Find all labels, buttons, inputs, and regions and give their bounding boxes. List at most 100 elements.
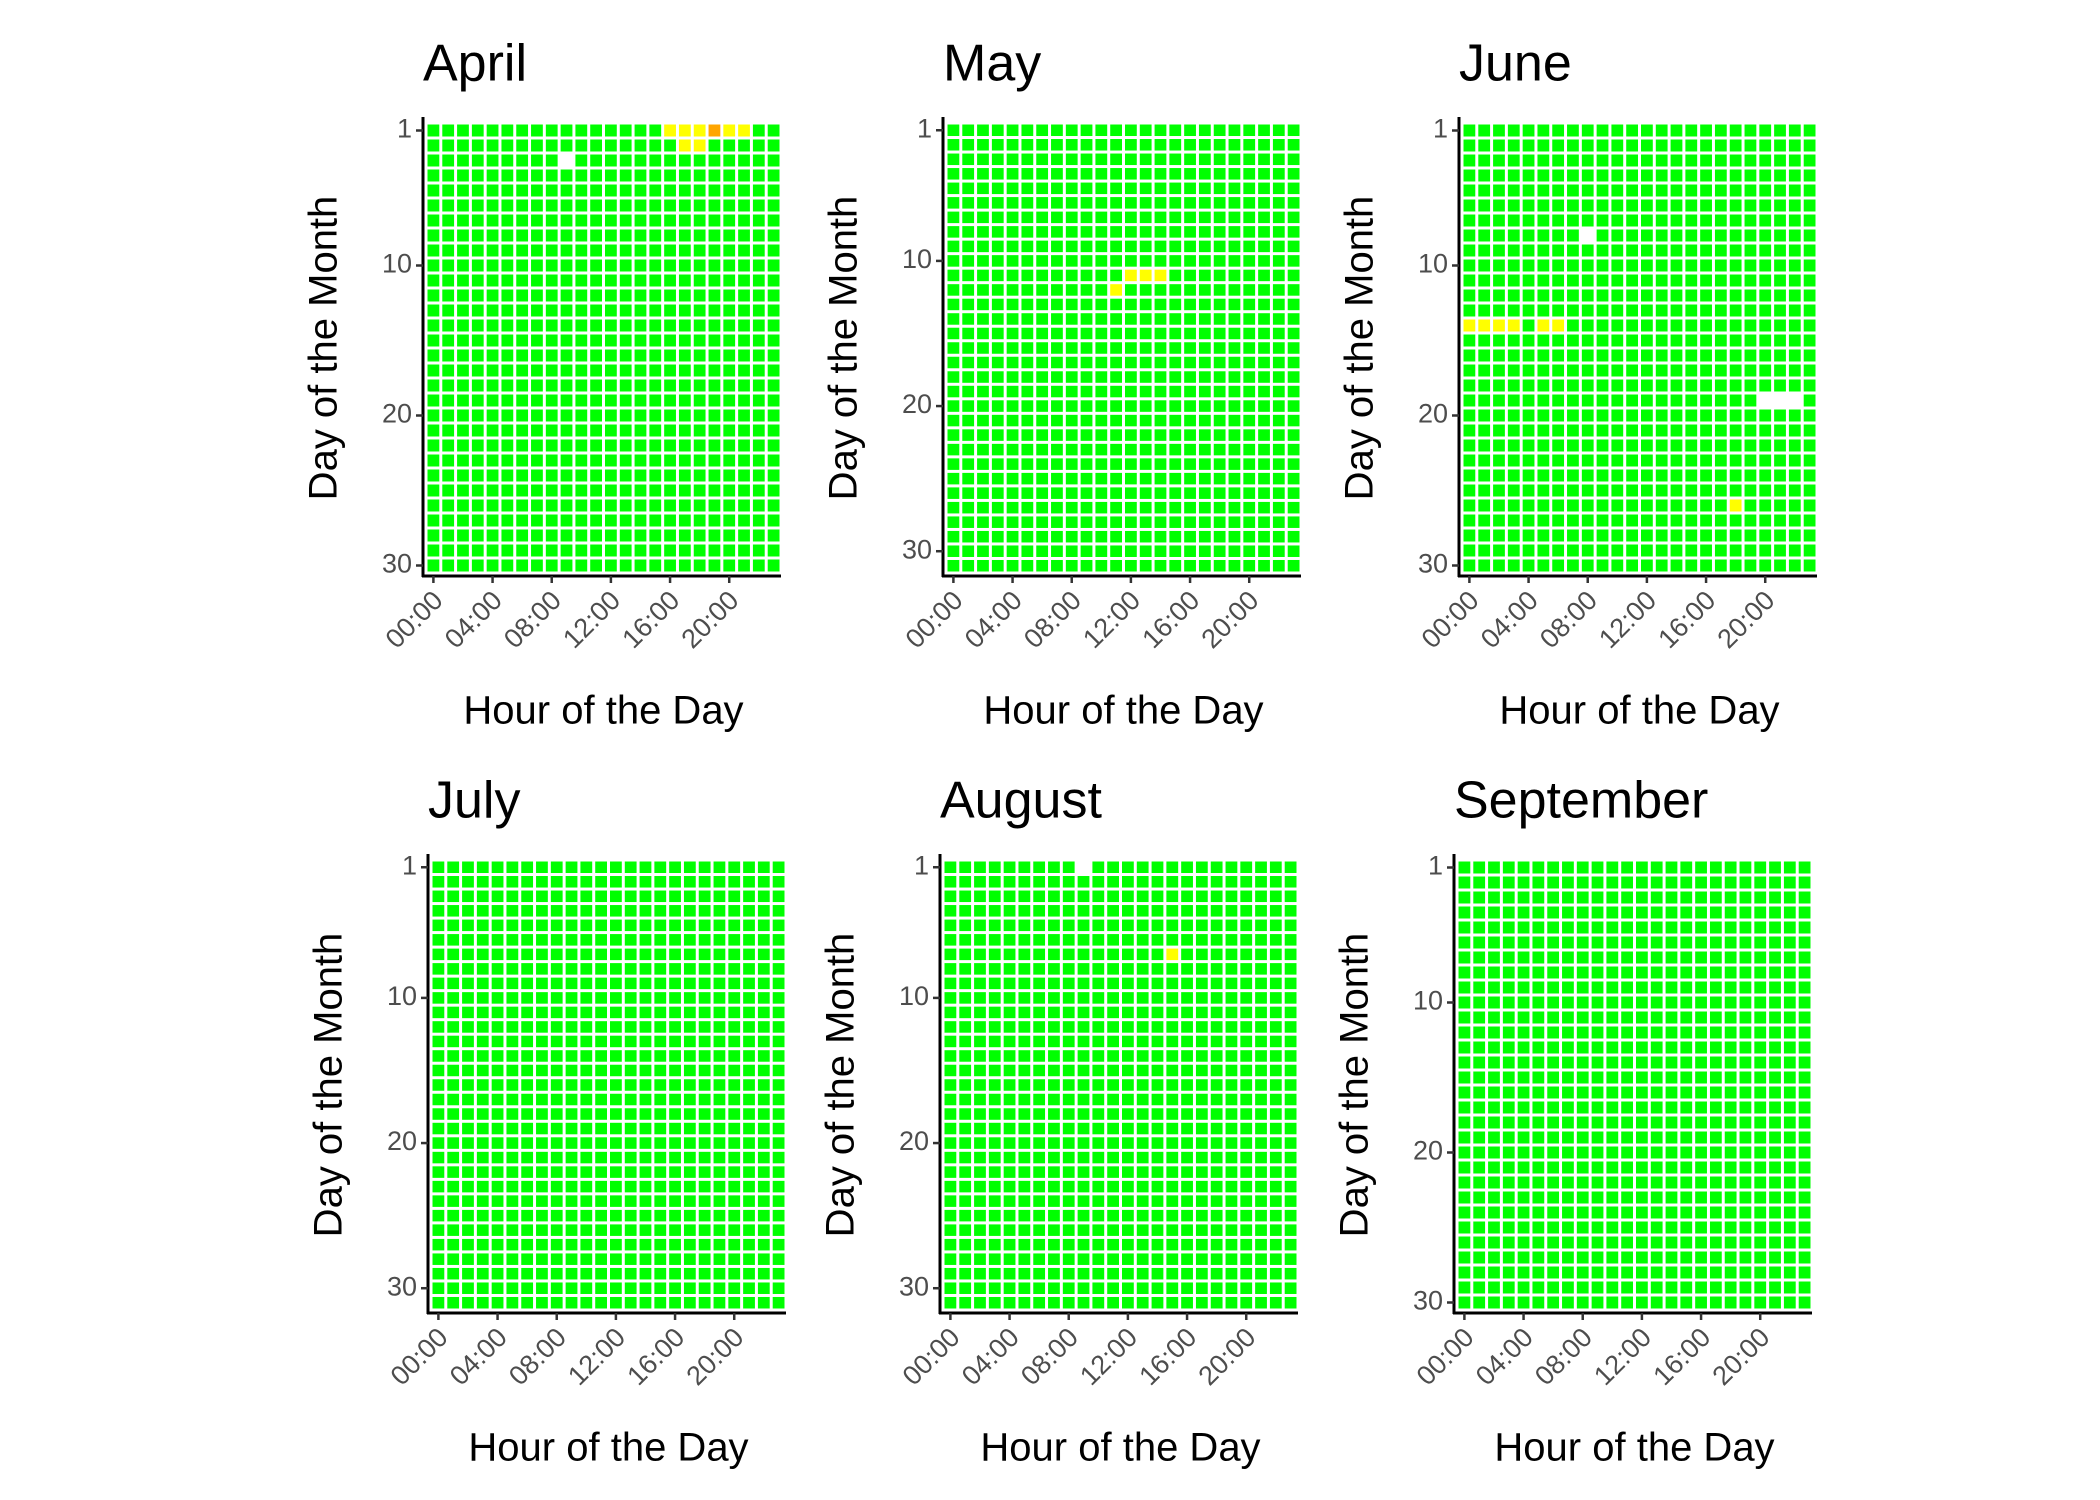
cell (1488, 1131, 1500, 1144)
cell (669, 919, 681, 932)
cell (1125, 342, 1137, 354)
cell (447, 1238, 460, 1251)
cell (1213, 414, 1226, 427)
cell (491, 905, 504, 917)
cell (1655, 319, 1668, 332)
cell (1110, 530, 1122, 543)
cell (649, 529, 662, 542)
cell (486, 454, 499, 467)
cell (1243, 327, 1256, 340)
cell (1092, 1006, 1105, 1019)
cell (1759, 424, 1772, 437)
cell (1488, 1161, 1500, 1174)
cell (447, 1151, 460, 1164)
cell (595, 977, 607, 990)
cell (545, 424, 558, 437)
cell (1759, 559, 1772, 572)
cell (669, 1093, 681, 1106)
cell (1065, 255, 1078, 267)
cell (1458, 1296, 1471, 1309)
cell (1714, 394, 1727, 407)
cell (1107, 1093, 1119, 1106)
cell (1473, 906, 1486, 919)
cell (1655, 364, 1668, 377)
cell (1110, 545, 1122, 557)
cell (610, 963, 622, 975)
cell (462, 876, 474, 888)
cell (1198, 342, 1211, 354)
cell (1507, 319, 1520, 332)
cell (1125, 516, 1137, 528)
cell (1033, 977, 1046, 990)
cell (1006, 327, 1019, 340)
cell (1532, 1176, 1545, 1189)
cell (1240, 1238, 1253, 1251)
cell (654, 1267, 667, 1280)
cell (991, 371, 1004, 383)
cell (1154, 443, 1167, 456)
cell (1184, 371, 1196, 383)
cell (1272, 139, 1285, 151)
cell (1195, 977, 1208, 990)
cell (1092, 1296, 1105, 1309)
cell (743, 1238, 755, 1251)
cell (1284, 1108, 1297, 1120)
cell (1650, 1296, 1663, 1309)
cell (1788, 469, 1801, 482)
cell (1685, 139, 1698, 152)
cell (1695, 1206, 1707, 1219)
cell (610, 1093, 622, 1106)
cell (1493, 409, 1505, 422)
cell (713, 992, 726, 1004)
cell (752, 484, 765, 497)
cell (457, 529, 469, 542)
cell (1077, 1021, 1090, 1033)
cell (1269, 1021, 1282, 1033)
cell (767, 484, 780, 497)
cell (1507, 259, 1520, 272)
cell (1125, 211, 1137, 224)
cell (1107, 1253, 1119, 1265)
cell (1788, 379, 1801, 392)
cell (1803, 499, 1816, 512)
cell (1139, 530, 1152, 543)
cell (974, 992, 986, 1004)
cell (1181, 919, 1193, 932)
cell (1769, 1086, 1781, 1099)
cell (1125, 472, 1137, 485)
cell (959, 948, 972, 961)
cell (1198, 472, 1211, 485)
cell (1611, 409, 1624, 422)
cell (1166, 1224, 1179, 1236)
cell (1552, 454, 1565, 467)
cell (664, 184, 676, 197)
cell (516, 424, 529, 437)
y-tick-label: 20 (387, 1126, 417, 1156)
cell (1655, 439, 1668, 452)
cell (713, 1180, 726, 1193)
cell (1739, 1086, 1752, 1099)
cell (654, 1209, 667, 1222)
cell (743, 1209, 755, 1222)
cell (565, 1064, 578, 1077)
cell (767, 544, 780, 557)
cell (1724, 1101, 1737, 1114)
cell (1626, 154, 1638, 167)
cell (1621, 861, 1633, 874)
cell (1522, 334, 1535, 347)
cell (605, 424, 617, 437)
cell (1255, 1282, 1267, 1294)
cell (432, 876, 445, 888)
cell (1714, 274, 1727, 287)
cell (713, 1064, 726, 1077)
cell (565, 1166, 578, 1178)
cell (1626, 439, 1638, 452)
cell (639, 1093, 652, 1106)
cell (501, 454, 514, 467)
panel-title: April (423, 35, 527, 93)
cell (624, 1195, 637, 1207)
cell (1033, 1166, 1046, 1178)
cell (1213, 284, 1226, 296)
cell (1110, 371, 1122, 383)
cell (1062, 1166, 1075, 1178)
